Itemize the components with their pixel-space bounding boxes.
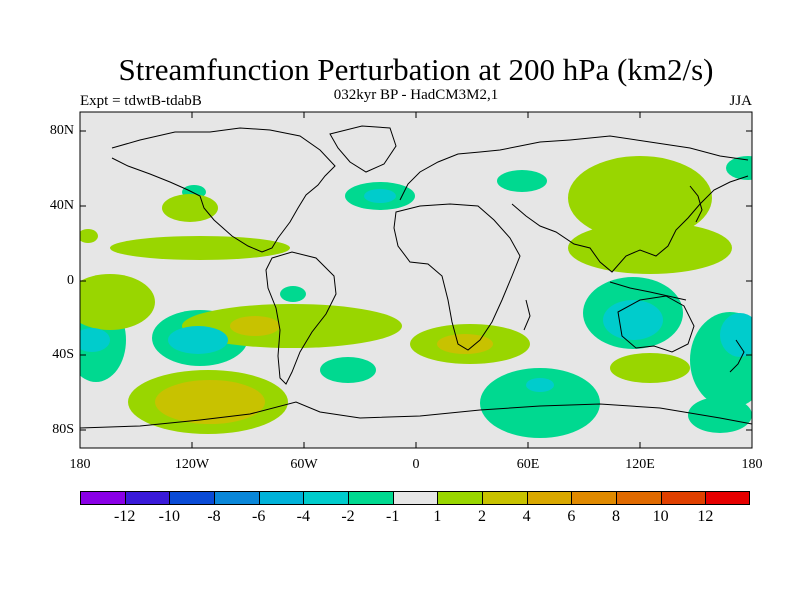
coast-new-zealand: [729, 339, 745, 373]
region-pos-south-indian: [610, 353, 690, 383]
y-label-80s: 80S: [52, 422, 74, 437]
coast-indonesia: [609, 281, 687, 301]
region-neg-north-africa: [497, 170, 547, 192]
colorbar-label: 1: [433, 508, 442, 525]
colorbar-label: 2: [478, 508, 486, 525]
chart-title: Streamfunction Perturbation at 200 hPa (…: [118, 52, 714, 87]
region-pos-south-pacific-west: [80, 274, 155, 330]
region-pos2-south-pacific: [230, 316, 280, 336]
region-neg-southern-ocean: [480, 368, 600, 438]
colorbar-label: -2: [341, 508, 355, 525]
colorbar-label: 12: [697, 508, 714, 525]
region-pos-tropical-pacific: [110, 236, 290, 260]
colorbar-label: -4: [296, 508, 310, 525]
region-neg2-southern-ocean: [526, 378, 554, 392]
colorbar-swatch: [169, 491, 215, 505]
coast-asia: [511, 135, 749, 273]
region-neg-southern-ocean-east: [688, 397, 752, 433]
region-neg2-north-atlantic: [364, 189, 396, 203]
region-pos2-south-atlantic: [437, 334, 493, 354]
colorbar-swatch: [392, 491, 438, 505]
colorbar-label: -1: [385, 508, 400, 525]
region-neg-south-atlantic-small: [280, 286, 306, 302]
x-label-0: 0: [412, 457, 420, 472]
region-neg2-south-pacific-west: [80, 328, 110, 352]
coast-australia: [617, 295, 695, 353]
colorbar-label: -6: [251, 508, 266, 525]
chart-subtitle: 032kyr BP - HadCM3M2,1: [333, 87, 499, 103]
colorbar-label: -8: [207, 508, 221, 525]
x-label-180w: 180: [69, 457, 91, 472]
colorbar-swatch: [571, 491, 617, 505]
colorbar-swatch: [526, 491, 572, 505]
region-neg2-tasman: [720, 313, 752, 357]
coast-north-america: [111, 127, 336, 253]
region-neg-north-pacific-east: [726, 156, 752, 180]
axis-ticks: [79, 112, 753, 448]
y-label-40n: 40N: [49, 198, 74, 213]
experiment-label: Expt = tdwtB-tdabB: [80, 93, 202, 109]
colorbar-swatch: [348, 491, 394, 505]
coast-europe: [399, 139, 571, 201]
coast-japan: [689, 185, 703, 223]
season-label: JJA: [729, 93, 752, 109]
x-label-180e: 180: [741, 457, 763, 472]
strong-positive-regions: [155, 316, 493, 424]
region-pos2-southern-ocean: [155, 380, 265, 424]
colorbar-swatch: [214, 491, 260, 505]
region-pos-west-pacific: [568, 222, 732, 274]
region-neg2-south-pacific-central: [168, 326, 228, 354]
colorbar-swatch: [660, 491, 706, 505]
region-neg-south-atlantic: [320, 357, 376, 383]
strong-negative-regions: [80, 189, 752, 392]
y-label-80n: 80N: [49, 123, 74, 138]
colorbar-swatch: [80, 491, 126, 505]
region-pos-asia-pacific: [568, 156, 712, 240]
colorbar-label: 8: [612, 508, 620, 525]
colorbar-swatch: [124, 491, 170, 505]
x-label-120w: 120W: [174, 457, 210, 472]
region-pos-north-pacific: [162, 194, 218, 222]
colorbar-swatch: [705, 491, 751, 505]
colorbar-swatch: [303, 491, 349, 505]
coast-antarctica: [80, 401, 752, 429]
colorbar-swatch: [258, 491, 304, 505]
coast-greenland: [329, 125, 397, 173]
colorbar-swatch: [616, 491, 662, 505]
region-pos-east-pacific-small: [80, 229, 98, 243]
region-neg2-australia: [603, 300, 663, 340]
colorbar-label: 6: [567, 508, 576, 525]
colorbar-label: 10: [652, 508, 669, 525]
positive-anomaly-regions: [80, 156, 732, 434]
colorbar-swatch: [482, 491, 528, 505]
x-label-60e: 60E: [516, 457, 540, 472]
y-label-0: 0: [67, 273, 74, 288]
colorbar-swatch: [437, 491, 483, 505]
x-label-120e: 120E: [625, 457, 655, 472]
coastlines: [80, 125, 752, 429]
region-pos-south-pacific-band: [182, 304, 402, 348]
coast-south-america: [265, 251, 337, 385]
y-label-40s: 40S: [52, 347, 74, 362]
colorbar-label: -12: [113, 508, 136, 525]
coast-madagascar: [523, 299, 531, 331]
colorbar-label: -10: [158, 508, 180, 525]
colorbar-label: 4: [522, 508, 531, 525]
coast-africa: [393, 203, 521, 351]
x-label-60w: 60W: [290, 457, 318, 472]
